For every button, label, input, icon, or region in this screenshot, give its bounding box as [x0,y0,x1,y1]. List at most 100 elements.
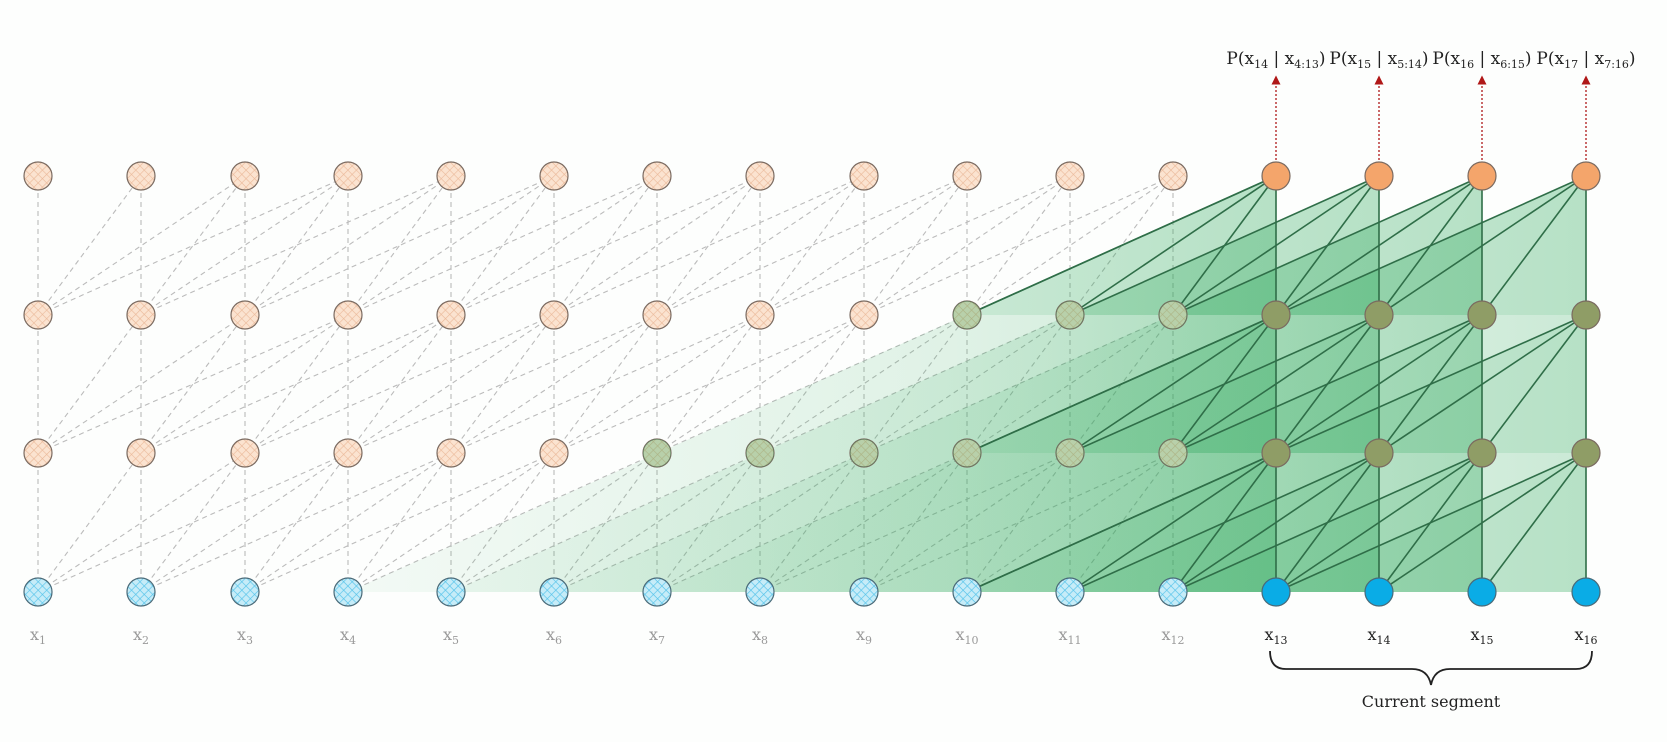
segment-brace [1269,650,1593,686]
token-label: x5 [443,625,459,647]
faded-edge [37,175,246,316]
input-node [849,577,879,607]
receptive-field-tint [643,439,671,467]
faded-edge [244,175,349,316]
attention-edge [1069,452,1277,593]
input-node [1571,577,1601,607]
faded-edge [37,452,349,593]
faded-edge [450,175,555,316]
hidden-node [333,438,363,468]
attention-edge [1172,175,1380,316]
input-node [539,577,569,607]
attention-edge [1275,452,1587,593]
faded-edge [140,175,349,316]
faded-edge [450,314,761,454]
attention-edge [1275,175,1483,316]
faded-edge [244,314,555,454]
faded-edge [759,175,865,316]
output-probability-label: P(x14 | x4:13) [1226,49,1325,71]
hidden-node [1571,300,1601,330]
faded-edge [863,175,968,316]
faded-edge [347,452,555,593]
input-node [1158,577,1188,607]
current-segment-brace: Current segment [1269,650,1593,711]
attention-edge [1481,175,1587,316]
hidden-node [952,438,982,468]
receptive-field-tint [1056,439,1084,467]
token-label: x7 [649,625,665,647]
hidden-node [539,438,569,468]
hidden-node [1055,161,1085,191]
hidden-node [1571,438,1601,468]
hidden-node [1467,161,1497,191]
faded-edge [656,314,761,454]
token-label: x4 [340,625,356,647]
token-label: x12 [1161,625,1184,647]
faded-edge [140,452,246,593]
attention-edge [1378,175,1587,316]
hidden-node [745,161,775,191]
hidden-node [849,300,879,330]
faded-edge [553,314,658,454]
faded-edge [244,452,555,593]
hidden-node [745,438,775,468]
input-node [952,577,982,607]
attention-edge [1172,314,1483,454]
receptive-field-tint [953,439,981,467]
receptive-field-tint [1159,439,1187,467]
faded-edge [244,314,349,454]
attention-edge [1069,314,1277,454]
attention-edge [966,175,1277,316]
attention-edge [1275,314,1587,454]
attention-edge [966,452,1277,593]
hidden-node [333,300,363,330]
faded-edge [656,314,865,454]
faded-edge [37,314,246,454]
faded-edge [347,314,452,454]
nodes [23,161,1601,607]
hidden-node [745,300,775,330]
faded-edge [140,175,452,316]
faded-edge [450,175,658,316]
token-label: x13 [1264,625,1287,647]
receptive-field-tint [1056,301,1084,329]
faded-edge [347,452,452,593]
faded-edge [37,452,142,593]
segment-label: Current segment [1362,692,1501,711]
hidden-node [1261,300,1291,330]
faded-edge [140,314,452,454]
attention-edge [1069,314,1380,454]
faded-edge [656,175,761,316]
input-node [745,577,775,607]
faded-edge [553,175,865,316]
faded-edge [863,175,1071,316]
output-probability-label: P(x15 | x5:14) [1329,49,1428,71]
hidden-node [1158,438,1188,468]
token-label: x15 [1470,625,1493,647]
token-label: x6 [546,625,562,647]
receptive-field-tint [953,301,981,329]
attention-edge [1481,452,1587,593]
token-label: x14 [1367,625,1390,647]
hidden-node [642,300,672,330]
receptive-field-tint [746,439,774,467]
hidden-node [436,161,466,191]
input-node [230,577,260,607]
hidden-node [1055,300,1085,330]
faded-edge [140,314,349,454]
faded-edge [656,175,865,316]
output-probability-label: P(x17 | x7:16) [1536,49,1635,71]
faded-edge [244,175,452,316]
faded-edge [37,175,349,316]
hidden-node [23,300,53,330]
hidden-node [1055,438,1085,468]
attention-edge [1275,175,1587,316]
faded-edge [140,175,246,316]
faded-edge [863,175,1174,316]
token-label: x1 [30,625,46,647]
attention-edge [1069,175,1380,316]
input-node [1467,577,1497,607]
hidden-node [849,161,879,191]
receptive-field-tint [850,439,878,467]
hidden-node [1158,300,1188,330]
